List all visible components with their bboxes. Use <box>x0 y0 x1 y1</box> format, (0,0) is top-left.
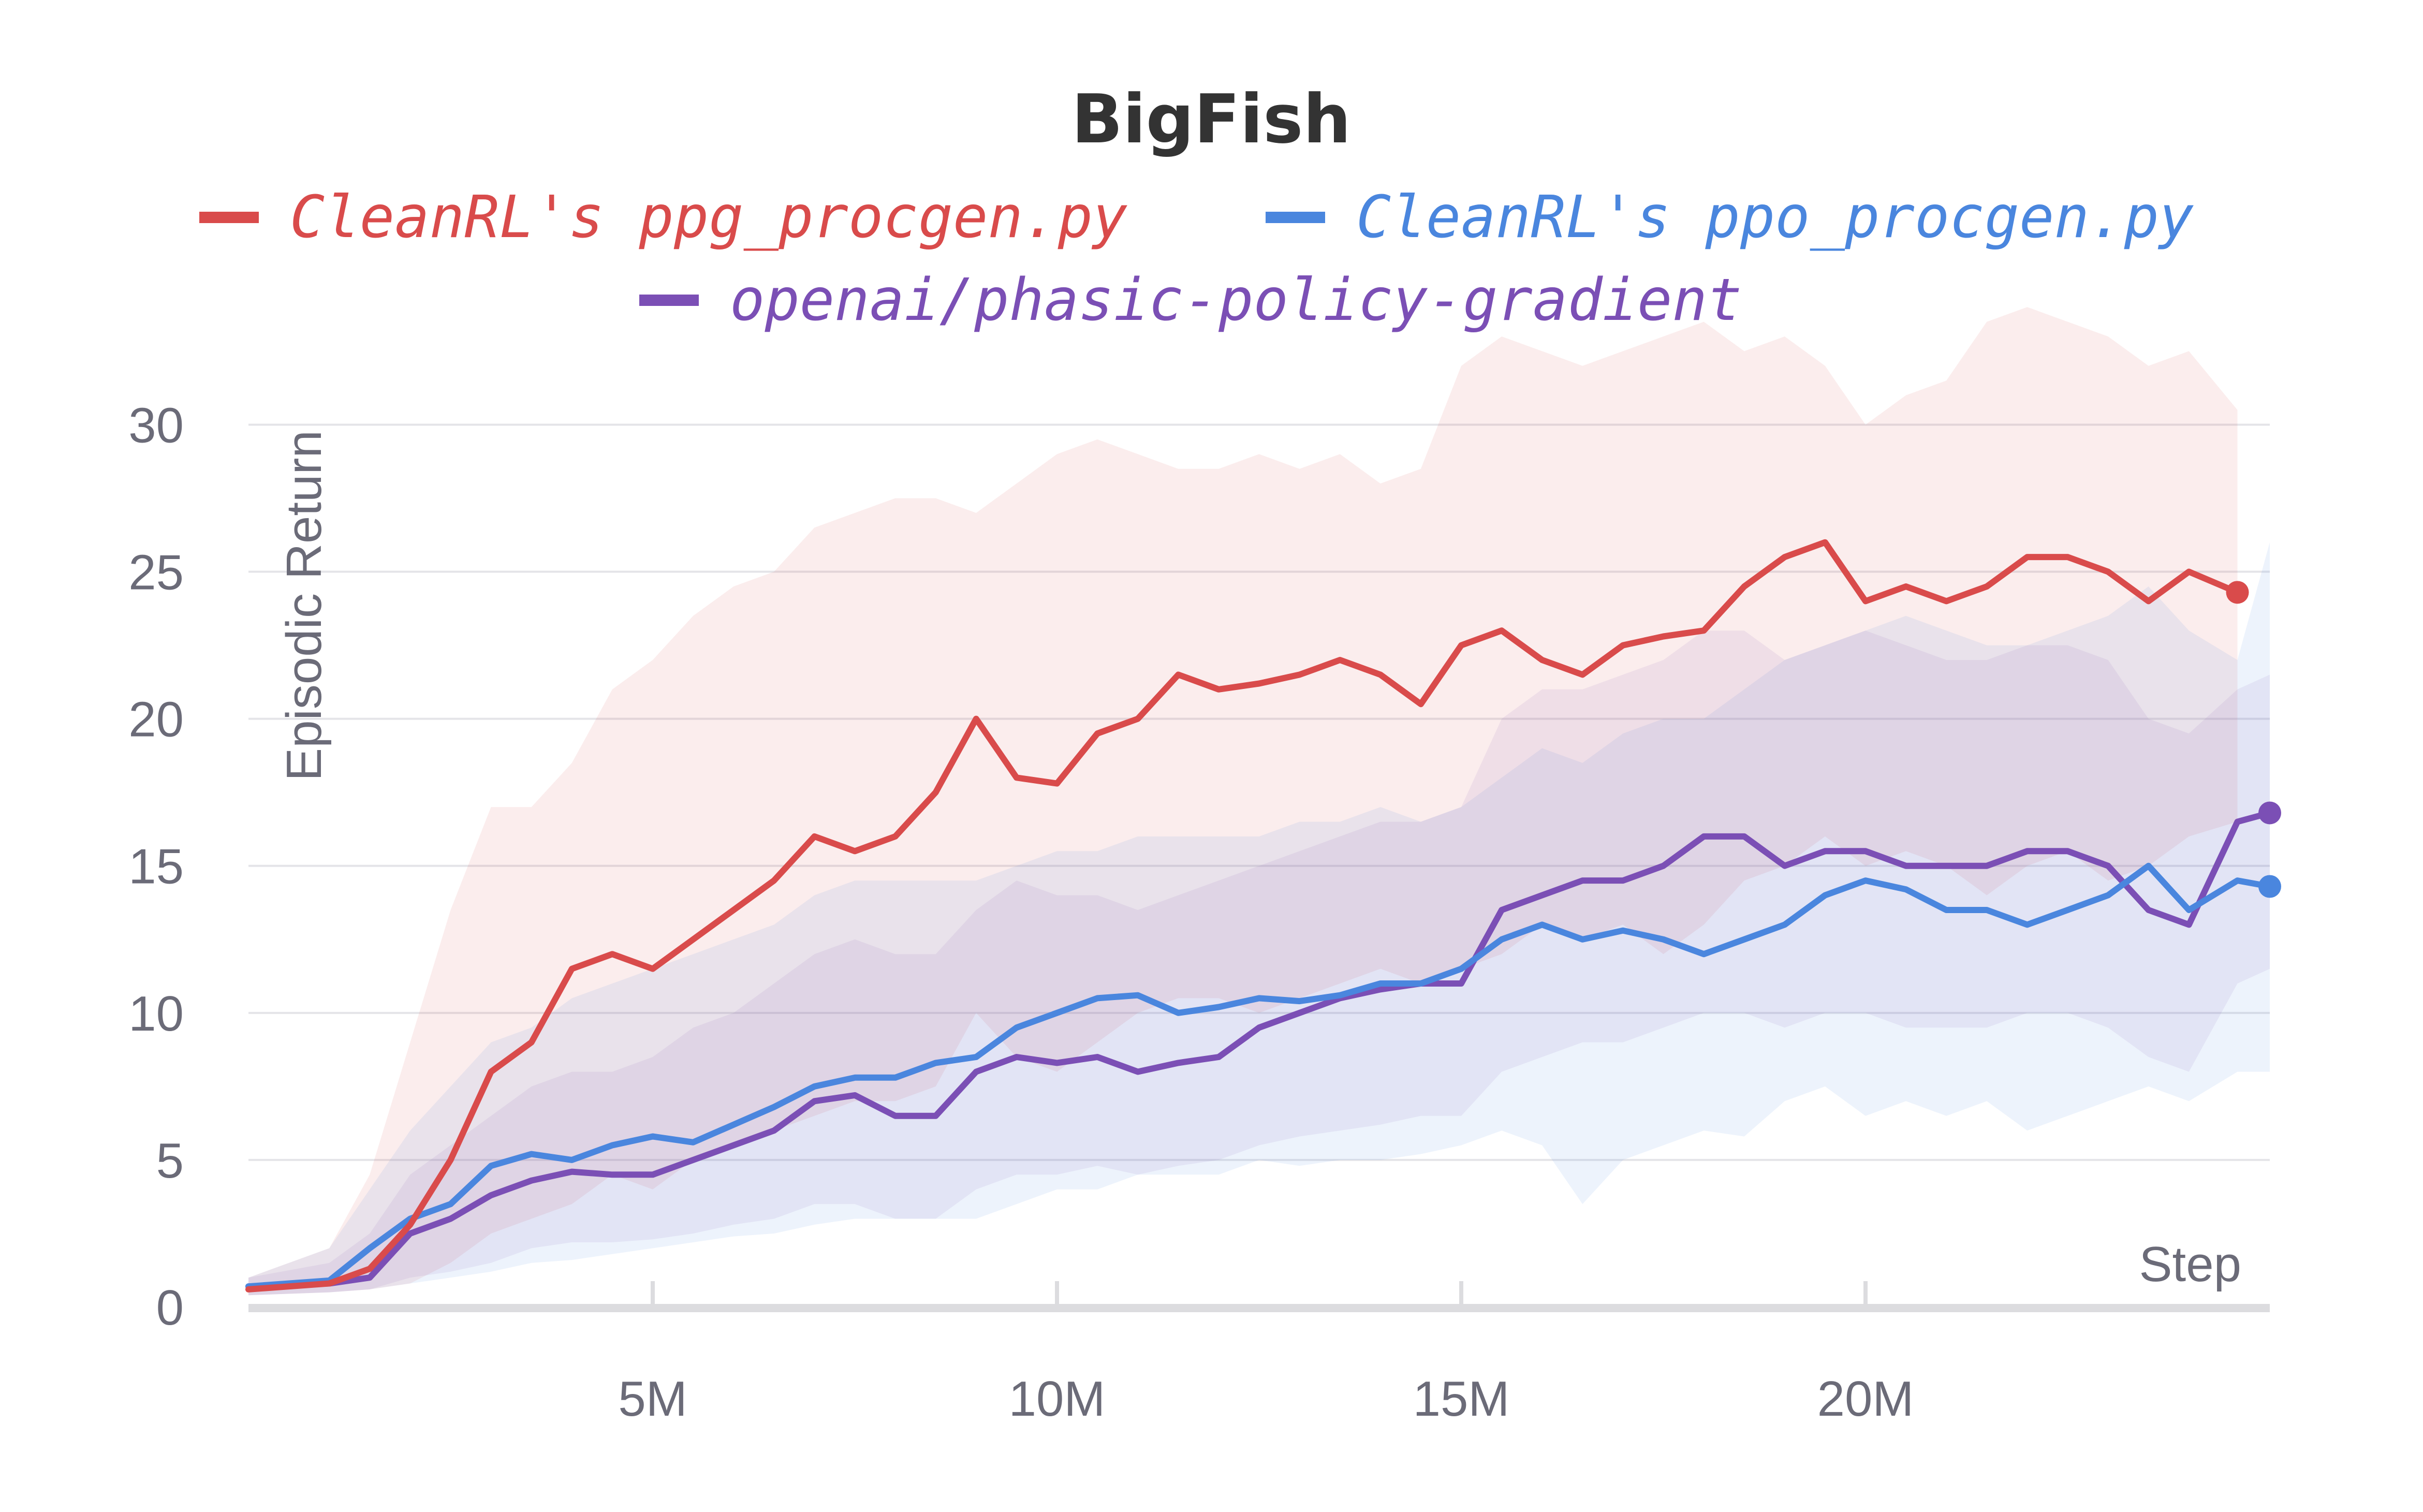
legend: CleanRL's ppg_procgen.py CleanRL's ppo_pr… <box>199 184 2194 334</box>
confidence-band <box>248 630 2270 1296</box>
x-tick-label: 10M <box>1009 1371 1106 1427</box>
series-line <box>245 862 2273 1290</box>
series-line <box>245 810 2273 1290</box>
series-lines <box>245 539 2273 1293</box>
y-tick-label: 0 <box>156 1280 184 1335</box>
legend-label: openai/phasic-policy-gradient <box>730 267 1742 334</box>
x-tick-label: 20M <box>1817 1371 1914 1427</box>
series-endpoint <box>2226 581 2249 604</box>
y-tick-label: 10 <box>128 986 184 1041</box>
y-tick-label: 30 <box>128 398 184 453</box>
y-tick-label: 5 <box>156 1133 184 1188</box>
confidence-band <box>248 542 2270 1296</box>
series-endpoint <box>2258 875 2281 898</box>
series-endpoints <box>2226 581 2281 898</box>
x-tick-label: 5M <box>618 1371 687 1427</box>
x-axis-label: Step <box>2139 1237 2241 1292</box>
chart-title: BigFish <box>1071 80 1351 158</box>
x-tick-label: 15M <box>1413 1371 1510 1427</box>
gridlines <box>248 423 2270 1161</box>
y-tick-label: 25 <box>128 545 184 600</box>
y-axis-label: Episodic Return <box>276 430 332 781</box>
y-axis-ticks: 0 5 10 15 20 25 30 <box>128 398 184 1335</box>
y-tick-label: 20 <box>128 692 184 747</box>
legend-label: CleanRL's ppo_procgen.py <box>1356 184 2194 251</box>
legend-label: CleanRL's ppg_procgen.py <box>290 184 1127 251</box>
confidence-band <box>248 307 2238 1296</box>
series-endpoint <box>2258 801 2281 825</box>
y-tick-label: 15 <box>128 839 184 894</box>
series-line <box>245 539 2241 1293</box>
confidence-bands <box>248 307 2270 1296</box>
x-axis: 5M 10M 15M 20M <box>248 1281 2270 1427</box>
